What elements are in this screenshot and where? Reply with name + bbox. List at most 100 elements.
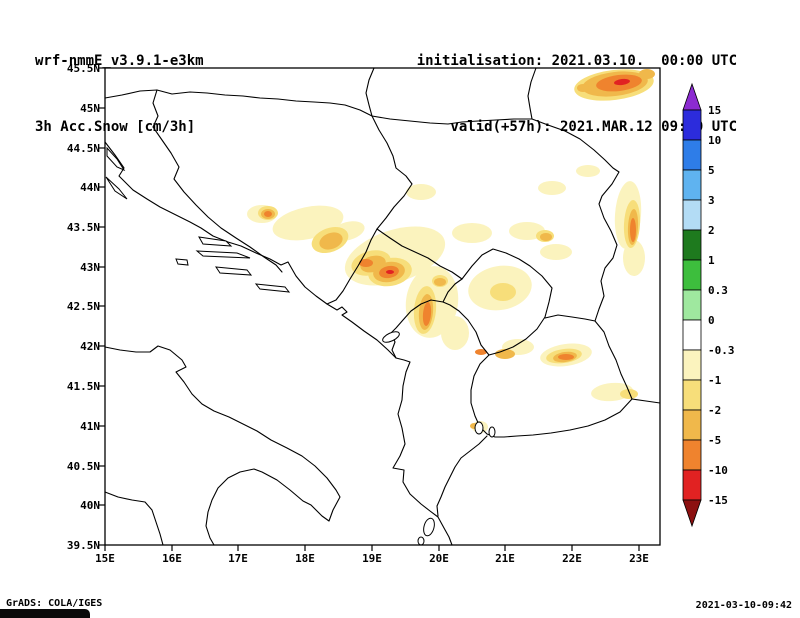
colorbar-label: -2: [708, 404, 721, 417]
creation-timestamp: 2021-03-10-09:42: [695, 600, 792, 611]
lat-tick-label: 41N: [80, 420, 100, 433]
colorbar-label: 0: [708, 314, 715, 327]
snow-patch: [630, 218, 636, 242]
colorbar-label: 0.3: [708, 284, 728, 297]
lat-tick-label: 43N: [80, 261, 100, 274]
lat-tick-label: 43.5N: [67, 221, 100, 234]
lake-prespa: [488, 426, 496, 438]
snow-patch: [452, 223, 492, 243]
snow-patch: [386, 270, 394, 274]
lon-tick-label: 17E: [228, 552, 248, 565]
snow-patch: [441, 316, 469, 350]
colorbar-segment: [682, 379, 702, 411]
colorbar-segment: [682, 289, 702, 321]
border-serbia-macedonia: [544, 314, 596, 322]
snow-patch: [540, 244, 572, 260]
lat-tick-label: 40.5N: [67, 460, 100, 473]
bottom-left-black-bar: [0, 609, 90, 618]
snow-patch: [490, 283, 516, 301]
field-title: 3h Acc.Snow [cm/3h]: [35, 119, 196, 135]
colorbar-label: 3: [708, 194, 715, 207]
snow-patch: [614, 78, 630, 86]
snow-patch: [434, 278, 446, 286]
island-mljet: [254, 283, 291, 293]
colorbar-label: 15: [708, 104, 721, 117]
snow-patch: [620, 389, 638, 399]
border-montenegro-serbia: [376, 228, 463, 280]
snow-patch: [623, 240, 645, 276]
lon-tick-label: 16E: [162, 552, 182, 565]
island-korcula: [214, 266, 253, 276]
lat-tick-label: 44.5N: [67, 142, 100, 155]
colorbar-label: 5: [708, 164, 715, 177]
colorbar-segment: [682, 139, 702, 171]
border-macedonia-greece: [503, 398, 633, 438]
border-kosovo: [442, 248, 553, 356]
initialisation-line: initialisation: 2021.03.10. 00:00 UTC: [416, 53, 737, 69]
lat-tick-label: 45.5N: [67, 62, 100, 75]
lat-tick-label: 44N: [80, 181, 100, 194]
island-brac: [198, 236, 233, 247]
island-vis: [175, 258, 189, 266]
lon-tick-label: 22E: [562, 552, 582, 565]
border-macedonia-bulgaria: [594, 320, 633, 400]
grads-credit: GrADS: COLA/IGES: [6, 598, 103, 609]
border-bulgaria-greece: [631, 398, 661, 404]
colorbar: 15 10 5 3 2 1 0.3 0 -0.3 -1 -2 -5 -10 -1…: [682, 82, 735, 528]
snow-patch: [319, 232, 343, 250]
snow-band-red: [386, 78, 630, 274]
lon-tick-label: 18E: [295, 552, 315, 565]
coastline-east-adriatic: [104, 141, 453, 546]
snow-patch: [639, 69, 655, 79]
coastline-italy-tyrrhenian: [104, 491, 164, 546]
colorbar-arrow-bottom: [682, 499, 702, 528]
snow-patch: [576, 165, 600, 177]
model-name: wrf-nmmE_v3.9.1-e3km: [35, 53, 204, 69]
header-left-block: wrf-nmmE_v3.9.1-e3km 3h Acc.Snow [cm/3h]: [35, 6, 204, 182]
lat-tick-label: 42.5N: [67, 300, 100, 313]
lake-skadar: [382, 331, 400, 343]
lat-tick-label: 45N: [80, 102, 100, 115]
border-montenegro-albania: [390, 299, 444, 359]
lon-tick-label: 15E: [95, 552, 115, 565]
colorbar-label: -0.3: [708, 344, 735, 357]
snow-band-cream: [247, 165, 645, 433]
snow-patch: [538, 181, 566, 195]
colorbar-segment: [682, 259, 702, 291]
lon-axis-labels: 15E 16E 17E 18E 19E 20E 21E 22E 23E: [95, 552, 649, 565]
colorbar-segment: [682, 229, 702, 261]
island-paxi: [417, 536, 425, 546]
border-sava-danube: [104, 89, 620, 322]
snow-patch: [558, 354, 574, 360]
snow-patch: [359, 259, 373, 267]
lat-tick-label: 42N: [80, 340, 100, 353]
colorbar-label: 1: [708, 254, 715, 267]
lon-tick-label: 21E: [495, 552, 515, 565]
colorbar-segment: [682, 169, 702, 201]
coastline-italy-adriatic: [104, 345, 341, 546]
colorbar-segment: [682, 199, 702, 231]
border-romania-serbia: [527, 67, 537, 120]
colorbar-label: 2: [708, 224, 715, 237]
lat-tick-label: 41.5N: [67, 380, 100, 393]
island-hvar: [195, 250, 251, 259]
border-bosnia-east-drina: [326, 115, 413, 305]
lat-axis-labels: 45.5N 45N 44.5N 44N 43.5N 43N 42.5N 42N …: [67, 62, 100, 552]
island-corfu: [423, 517, 435, 537]
colorbar-segment: [682, 319, 702, 351]
colorbar-label: -5: [708, 434, 721, 447]
snow-patch: [475, 349, 487, 355]
snow-patch: [406, 184, 436, 200]
lon-axis-ticks: [104, 545, 640, 551]
lat-axis-ticks: [99, 67, 105, 546]
colorbar-label: 10: [708, 134, 721, 147]
colorbar-arrow-top: [682, 82, 702, 111]
snow-patch: [264, 211, 272, 217]
island-pag: [106, 146, 126, 172]
border-croatia-serbia-danube: [365, 67, 375, 117]
lat-tick-label: 39.5N: [67, 539, 100, 552]
colorbar-label: -15: [708, 494, 728, 507]
lon-tick-label: 19E: [362, 552, 382, 565]
